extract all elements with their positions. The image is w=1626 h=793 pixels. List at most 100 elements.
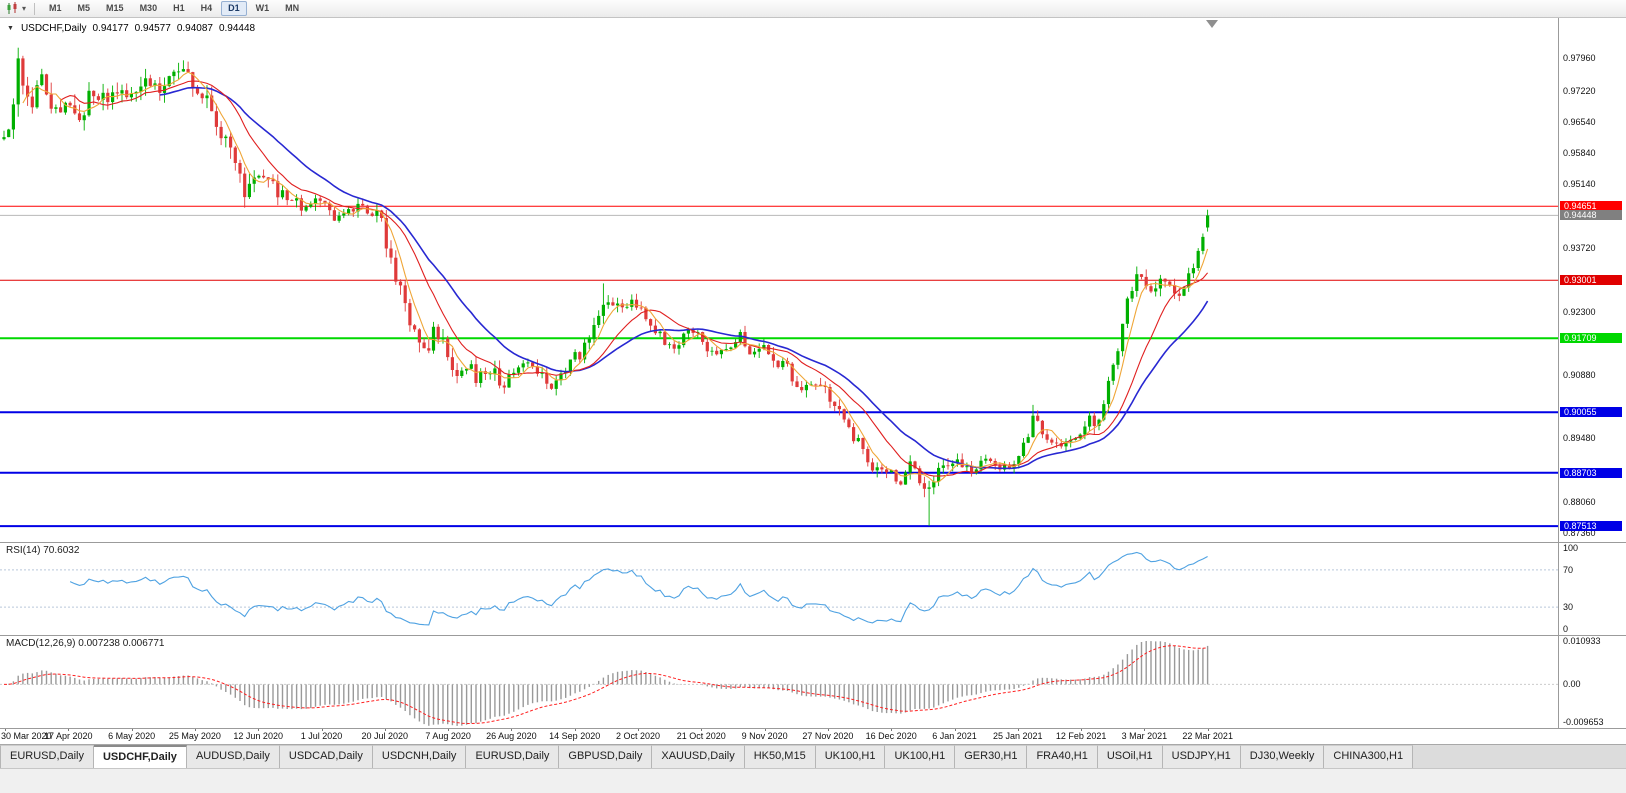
macd-canvas[interactable] <box>0 635 1558 728</box>
chart-legend: ▼ USDCHF,Daily 0.94177 0.94577 0.94087 0… <box>7 23 255 34</box>
ma-line-mid <box>60 80 1209 477</box>
rsi-label: RSI(14) 70.6032 <box>6 545 80 556</box>
date-tick-mark <box>955 728 956 731</box>
chart-tab-eurusd-daily[interactable]: EURUSD,Daily <box>466 745 560 768</box>
price-chart-panel[interactable]: ▼ USDCHF,Daily 0.94177 0.94577 0.94087 0… <box>0 18 1558 542</box>
chart-tab-usdchf-daily[interactable]: USDCHF,Daily <box>93 745 187 768</box>
chart-tab-uk100-h1[interactable]: UK100,H1 <box>815 745 886 768</box>
timeframe-toolbar: ▾ M1 M5 M15 M30 H1 H4 D1 W1 MN <box>0 0 1626 18</box>
toolbar-separator <box>34 2 36 15</box>
ma-line-slow <box>159 86 1209 470</box>
macd-label: MACD(12,26,9) 0.007238 0.006771 <box>6 638 165 649</box>
candlesticks <box>2 47 1210 526</box>
date-axis[interactable]: 30 Mar 2020 17 Apr 2020 6 May 2020 25 May 2… <box>0 728 1626 744</box>
chart-tab-china300-h1[interactable]: CHINA300,H1 <box>1324 745 1414 768</box>
chart-tab-hk50-m15[interactable]: HK50,M15 <box>744 745 816 768</box>
date-axis-label: 9 Nov 2020 <box>741 731 788 741</box>
date-axis-label: 21 Oct 2020 <box>676 731 726 741</box>
macd-signal-line <box>3 645 1208 724</box>
price-badge-0.93001: 0.93001 <box>1560 275 1622 285</box>
rsi-canvas[interactable] <box>0 542 1558 635</box>
chart-tab-eurusd-daily[interactable]: EURUSD,Daily <box>0 745 94 768</box>
legend-close: 0.94448 <box>218 23 256 34</box>
chart-tab-audusd-daily[interactable]: AUDUSD,Daily <box>186 745 280 768</box>
rsi-panel[interactable]: RSI(14) 70.6032 <box>0 542 1558 635</box>
timeframe-button-m5[interactable]: M5 <box>77 3 91 13</box>
price-axis-label: 0.88060 <box>1563 497 1596 507</box>
chart-tab-dj30-weekly[interactable]: DJ30,Weekly <box>1240 745 1325 768</box>
price-badge-0.91709: 0.91709 <box>1560 333 1622 343</box>
current-price-badge: 0.94448 <box>1560 210 1622 220</box>
panel-separator <box>0 728 1626 729</box>
price-badge-0.87513: 0.87513 <box>1560 521 1622 531</box>
timeframe-button-mn[interactable]: MN <box>285 3 300 13</box>
timeframe-button-w1[interactable]: W1 <box>255 3 270 13</box>
date-tick-mark <box>575 728 576 731</box>
chart-tab-usdjpy-h1[interactable]: USDJPY,H1 <box>1162 745 1241 768</box>
macd-panel[interactable]: MACD(12,26,9) 0.007238 0.006771 <box>0 635 1558 728</box>
date-tick-mark <box>828 728 829 731</box>
date-axis-label: 14 Sep 2020 <box>549 731 601 741</box>
legend-collapse-icon[interactable]: ▼ <box>7 25 14 32</box>
date-tick-mark <box>258 728 259 731</box>
price-axis-label: 0.87360 <box>1563 528 1596 538</box>
timeframe-button-h1[interactable]: H1 <box>173 3 185 13</box>
date-axis-label: 26 Aug 2020 <box>486 731 537 741</box>
legend-symbol: USDCHF,Daily <box>20 23 87 34</box>
date-axis-label: 12 Jun 2020 <box>233 731 283 741</box>
rsi-axis-label: 70 <box>1563 565 1574 575</box>
chart-tab-fra40-h1[interactable]: FRA40,H1 <box>1027 745 1098 768</box>
price-axis-label: 0.93720 <box>1563 243 1596 253</box>
macd-histogram <box>7 641 1209 726</box>
chart-tab-xauusd-daily[interactable]: XAUUSD,Daily <box>652 745 745 768</box>
timeframe-button-m15[interactable]: M15 <box>106 3 124 13</box>
date-tick-mark <box>1081 728 1082 731</box>
panel-separator[interactable] <box>0 542 1626 543</box>
chart-tab-gbpusd-daily[interactable]: GBPUSD,Daily <box>559 745 653 768</box>
price-axis-label: 0.90880 <box>1563 370 1596 380</box>
price-chart-canvas[interactable] <box>0 18 1558 542</box>
rsi-axis-label: 100 <box>1563 543 1579 553</box>
price-axis-label: 0.96540 <box>1563 117 1596 127</box>
date-axis-label: 16 Dec 2020 <box>865 731 917 741</box>
timeframe-button-d1[interactable]: D1 <box>221 1 247 16</box>
price-axis-label: 0.89480 <box>1563 433 1596 443</box>
price-axis-border <box>1558 18 1559 728</box>
date-tick-mark <box>195 728 196 731</box>
price-axis-label: 0.92300 <box>1563 307 1596 317</box>
price-axis[interactable]: 0.97960 0.97220 0.96540 0.95840 0.95140 0.937… <box>1559 18 1626 728</box>
date-tick-mark <box>765 728 766 731</box>
chart-workspace: ▼ USDCHF,Daily 0.94177 0.94577 0.94087 0… <box>0 18 1626 744</box>
price-axis-label: 0.97220 <box>1563 86 1596 96</box>
chart-type-dropdown-caret[interactable]: ▾ <box>22 4 27 13</box>
panel-separator[interactable] <box>0 635 1626 636</box>
candlestick-chart-icon[interactable] <box>5 2 19 15</box>
macd-axis-label: 0.010933 <box>1563 636 1601 646</box>
date-tick-mark <box>511 728 512 731</box>
timeframe-buttons: M1 M5 M15 M30 H1 H4 D1 W1 MN <box>42 1 306 16</box>
date-tick-mark <box>5 728 6 731</box>
date-axis-label: 1 Jul 2020 <box>300 731 343 741</box>
legend-low: 0.94087 <box>176 23 213 34</box>
date-axis-label: 6 May 2020 <box>108 731 156 741</box>
rsi-line <box>69 551 1208 626</box>
chart-tab-usoil-h1[interactable]: USOil,H1 <box>1097 745 1163 768</box>
date-tick-mark <box>132 728 133 731</box>
timeframe-button-m30[interactable]: M30 <box>139 3 158 13</box>
legend-high: 0.94577 <box>134 23 171 34</box>
chart-tab-usdcnh-daily[interactable]: USDCNH,Daily <box>372 745 467 768</box>
chart-tab-ger30-h1[interactable]: GER30,H1 <box>955 745 1028 768</box>
chart-shift-marker[interactable] <box>1206 20 1218 28</box>
price-axis-label: 0.95840 <box>1563 148 1596 158</box>
macd-axis-label: 0.00 <box>1563 679 1581 689</box>
date-tick-mark <box>448 728 449 731</box>
timeframe-button-m1[interactable]: M1 <box>49 3 62 13</box>
status-bar <box>0 768 1626 793</box>
price-axis-label: 0.97960 <box>1563 53 1596 63</box>
date-axis-label: 17 Apr 2020 <box>44 731 93 741</box>
timeframe-button-h4[interactable]: H4 <box>200 3 213 13</box>
chart-tab-usdcad-daily[interactable]: USDCAD,Daily <box>279 745 373 768</box>
date-axis-label: 12 Feb 2021 <box>1055 731 1107 741</box>
date-axis-label: 25 May 2020 <box>168 731 221 741</box>
chart-tab-uk100-h1[interactable]: UK100,H1 <box>885 745 956 768</box>
